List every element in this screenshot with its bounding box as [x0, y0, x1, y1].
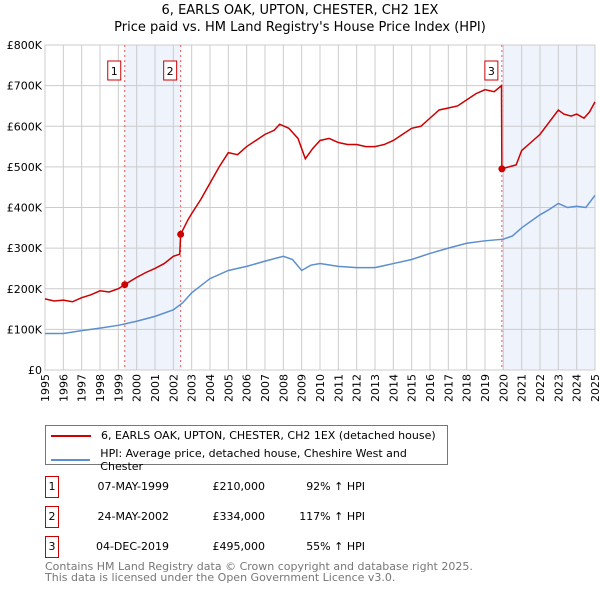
x-tick-label: 1995: [39, 374, 52, 402]
sale-point: [498, 165, 506, 173]
y-tick-label: £100K: [7, 323, 43, 336]
transaction-date: 07-MAY-1999: [97, 480, 169, 493]
transaction-marker: 1: [45, 476, 59, 498]
footer-line1: Contains HM Land Registry data © Crown c…: [45, 560, 473, 573]
y-tick-label: £700K: [7, 80, 43, 93]
y-tick-label: £800K: [7, 39, 43, 52]
x-tick-label: 2015: [406, 374, 419, 402]
legend-blue-line: [51, 459, 91, 461]
x-tick-label: 2002: [167, 374, 180, 402]
marker-label: 2: [167, 65, 174, 78]
transaction-row: 3 04-DEC-2019 £495,000 55% ↑ HPI: [45, 536, 445, 558]
legend: 6, EARLS OAK, UPTON, CHESTER, CH2 1EX (d…: [45, 425, 448, 473]
transaction-hpi: 117% ↑ HPI: [299, 510, 365, 523]
x-tick-label: 2019: [479, 374, 492, 402]
transaction-date: 24-MAY-2002: [97, 510, 169, 523]
transaction-marker: 3: [45, 536, 59, 558]
chart-title: 6, EARLS OAK, UPTON, CHESTER, CH2 1EX: [161, 3, 439, 18]
marker-label: 1: [111, 65, 118, 78]
marker-box: [163, 60, 178, 81]
transaction-price: £495,000: [212, 540, 266, 553]
y-tick-label: £200K: [7, 283, 43, 296]
legend-hpi: HPI: Average price, detached house, Ches…: [100, 447, 407, 473]
transaction-hpi: 55% ↑ HPI: [306, 540, 365, 553]
y-tick-label: £400K: [7, 202, 43, 215]
x-tick-label: 2008: [277, 374, 290, 402]
price-chart: 1995 1996 1997 1998 1999 2000 2001 2002 2003 2004…: [7, 39, 600, 402]
x-tick-label: 2007: [259, 374, 272, 402]
legend-property: 6, EARLS OAK, UPTON, CHESTER, CH2 1EX (d…: [101, 429, 436, 442]
x-tick-label: 1998: [94, 374, 107, 402]
x-tick-label: 2003: [186, 374, 199, 402]
y-tick-label: £500K: [7, 161, 43, 174]
sale-point: [121, 281, 129, 289]
hpi-line: [45, 194, 596, 335]
x-tick-label: 2006: [241, 374, 254, 402]
transaction-price: £210,000: [212, 480, 266, 493]
transaction-price: £334,000: [212, 510, 266, 523]
x-tick-label: 2010: [314, 374, 327, 402]
transaction-marker: 2: [45, 506, 59, 528]
x-tick-label: 1997: [76, 374, 89, 402]
y-tick-label: £600K: [7, 120, 43, 133]
transaction-hpi: 92% ↑ HPI: [306, 480, 365, 493]
x-tick-label: 2009: [296, 374, 309, 402]
footer: Contains HM Land Registry data © Crown c…: [45, 561, 473, 583]
legend-red-line: [51, 434, 91, 437]
x-tick-label: 2001: [149, 374, 162, 402]
transaction-date: 04-DEC-2019: [95, 540, 169, 553]
x-tick-label: 2013: [369, 374, 382, 402]
plot-border: [44, 44, 596, 371]
footer-line2: This data is licensed under the Open Gov…: [45, 571, 396, 584]
x-tick-label: 2017: [442, 374, 455, 402]
property-line: [44, 84, 596, 303]
x-tick-label: 2005: [222, 374, 235, 402]
transaction-row: 2 24-MAY-2002 £334,000 117% ↑ HPI: [45, 506, 445, 528]
x-tick-label: 2014: [387, 374, 400, 402]
x-tick-label: 2024: [571, 374, 584, 402]
transaction-row: 1 07-MAY-1999 £210,000 92% ↑ HPI: [45, 476, 445, 498]
x-tick-label: 2000: [131, 374, 144, 402]
x-tick-label: 2018: [461, 374, 474, 402]
x-tick-label: 1999: [112, 374, 125, 402]
sale-point: [177, 230, 185, 238]
x-tick-label: 2012: [351, 374, 364, 402]
x-tick-label: 2023: [552, 374, 565, 402]
x-tick-label: 2011: [332, 374, 345, 402]
marker-label: 3: [488, 65, 495, 78]
x-tick-label: 2025: [589, 374, 600, 402]
y-tick-label: £300K: [7, 242, 43, 255]
marker-box: [107, 60, 122, 81]
x-tick-label: 2022: [534, 374, 547, 402]
chart-subtitle: Price paid vs. HM Land Registry's House …: [114, 20, 486, 35]
x-tick-label: 2021: [516, 374, 529, 402]
x-tick-label: 2020: [497, 374, 510, 402]
x-tick-label: 2016: [424, 374, 437, 402]
y-tick-label: £0: [28, 364, 42, 377]
marker-box: [484, 60, 499, 81]
x-tick-label: 2004: [204, 374, 217, 402]
x-tick-label: 1996: [57, 374, 70, 402]
